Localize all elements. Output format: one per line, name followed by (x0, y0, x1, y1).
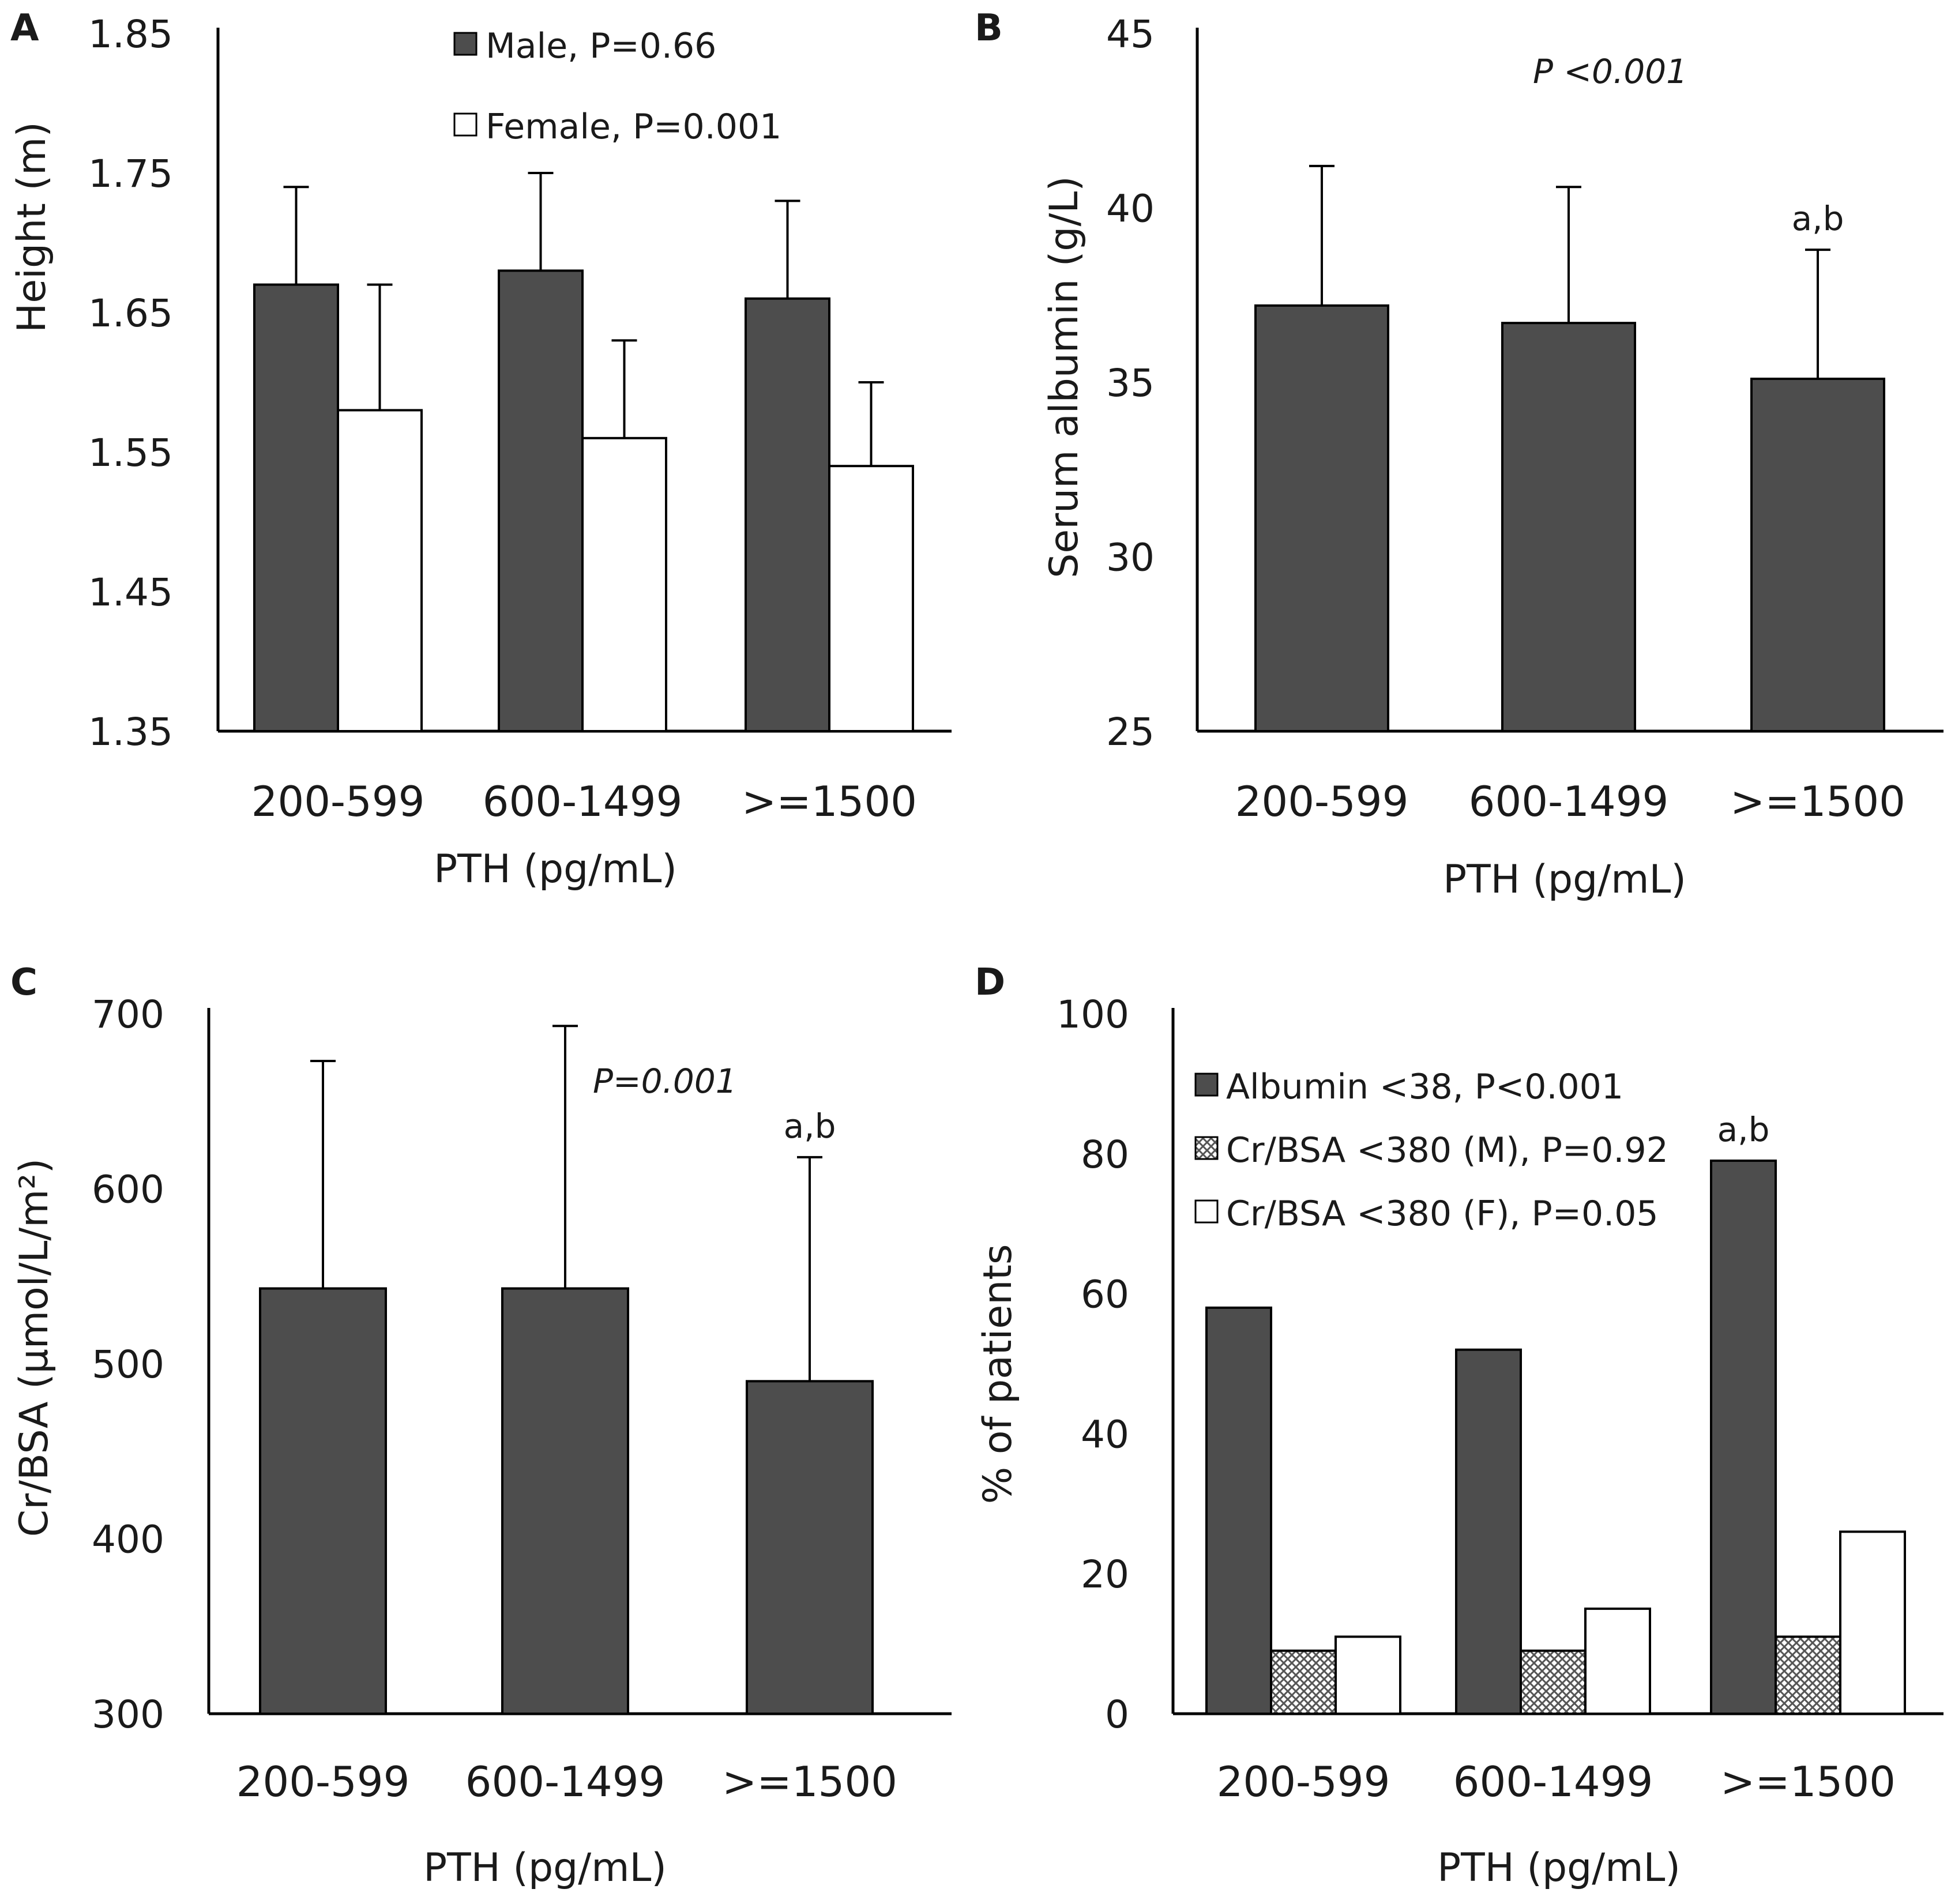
ylabel-d: % of patients (975, 1244, 1021, 1504)
ytick-label-b: 45 (1106, 12, 1155, 57)
category-label-c: >=1500 (722, 1758, 897, 1806)
significance-annotation-c: a,b (784, 1107, 836, 1146)
ytick-label-b: 30 (1106, 536, 1155, 580)
ytick-label-a: 1.65 (88, 291, 173, 336)
legend-a: Male, P=0.66 Female, P=0.001 (453, 26, 781, 147)
ytick-label-b: 40 (1106, 187, 1155, 231)
ytick-label-d: 0 (1105, 1692, 1129, 1737)
bar-a-white (828, 465, 914, 732)
xlabel-a: PTH (pg/mL) (434, 846, 677, 892)
bar-b-dark (1501, 322, 1636, 732)
ytick-label-b: 35 (1106, 361, 1155, 405)
bar-a-dark (253, 283, 339, 733)
ytick-label-d: 80 (1081, 1132, 1129, 1177)
bar-d-white (1335, 1635, 1401, 1715)
ytick-label-a: 1.45 (88, 570, 173, 615)
xlabel-d: PTH (pg/mL) (1437, 1845, 1681, 1891)
ytick-label-d: 100 (1057, 992, 1129, 1037)
category-label-d: 600-1499 (1453, 1758, 1653, 1806)
legend-label-crbsa-f: Cr/BSA <380 (F), P=0.05 (1226, 1194, 1659, 1234)
bar-d-dark (1710, 1159, 1777, 1715)
panel-label-b: B (975, 7, 1003, 50)
legend-swatch-female (453, 112, 478, 137)
ytick-label-c: 700 (92, 992, 164, 1037)
significance-annotation-b: a,b (1792, 199, 1844, 238)
ytick-label-d: 60 (1081, 1273, 1129, 1317)
legend-label-male: Male, P=0.66 (486, 26, 716, 66)
category-label-a: 200-599 (251, 777, 425, 826)
bar-d-white (1839, 1530, 1906, 1715)
category-label-c: 200-599 (236, 1758, 410, 1806)
bar-d-dark (1455, 1348, 1522, 1715)
category-label-c: 600-1499 (465, 1758, 666, 1806)
ylabel-b: Serum albumin (g/L) (1042, 176, 1087, 578)
ylabel-a: Height (m) (9, 122, 55, 333)
ytick-label-b: 25 (1106, 710, 1155, 754)
ylabel-c: Cr/BSA (µmol/L/m²) (12, 1158, 57, 1537)
pvalue-c: P=0.001 (593, 1062, 737, 1101)
panel-b: B Serum albumin (g/L) PTH (pg/mL) P <0.0… (975, 7, 1944, 902)
category-label-d: >=1500 (1720, 1758, 1896, 1806)
panel-d: D % of patients PTH (pg/mL) 100806040200… (975, 961, 1944, 1891)
ytick-label-c: 600 (92, 1168, 164, 1212)
ytick-label-a: 1.85 (88, 12, 173, 57)
legend-swatch-crbsa-f (1194, 1199, 1219, 1224)
ytick-label-d: 20 (1081, 1552, 1129, 1597)
ytick-label-c: 300 (92, 1692, 164, 1737)
bar-a-white (337, 409, 423, 732)
panel-label-d: D (975, 961, 1005, 1004)
legend-swatch-albumin (1194, 1073, 1219, 1097)
legend-swatch-male (453, 32, 478, 56)
panel-label-a: A (10, 7, 39, 50)
legend-d: Albumin <38, P<0.001 Cr/BSA <380 (M), P=… (1194, 1067, 1668, 1234)
legend-label-female: Female, P=0.001 (486, 107, 781, 147)
category-label-b: 200-599 (1235, 777, 1409, 826)
bar-a-white (581, 437, 667, 732)
panel-c: C Cr/BSA (µmol/L/m²) PTH (pg/mL) P=0.001… (10, 961, 952, 1891)
xlabel-c: PTH (pg/mL) (423, 1845, 667, 1891)
bar-d-hatch (1520, 1649, 1587, 1715)
ytick-label-c: 500 (92, 1342, 164, 1387)
bar-a-dark (745, 297, 830, 732)
ytick-label-a: 1.35 (88, 710, 173, 754)
panel-label-c: C (10, 961, 37, 1004)
panel-a: A Height (m) PTH (pg/mL) 1.85 1.75 1.65 1.5… (9, 7, 952, 892)
bar-a-dark (498, 269, 584, 732)
category-label-b: >=1500 (1730, 777, 1905, 826)
category-label-a: >=1500 (742, 777, 917, 826)
xlabel-b: PTH (pg/mL) (1443, 857, 1686, 902)
ytick-label-d: 40 (1081, 1412, 1129, 1457)
bar-d-white (1584, 1607, 1651, 1715)
bar-d-dark (1205, 1306, 1272, 1715)
legend-label-crbsa-m: Cr/BSA <380 (M), P=0.92 (1226, 1130, 1668, 1171)
pvalue-b: P <0.001 (1533, 52, 1687, 91)
bar-c-dark (501, 1287, 629, 1715)
bar-c-dark (259, 1287, 387, 1715)
ytick-label-a: 1.55 (88, 431, 173, 475)
legend-swatch-crbsa-m (1194, 1136, 1219, 1160)
bar-d-hatch (1270, 1649, 1337, 1715)
category-label-a: 600-1499 (483, 777, 683, 826)
significance-annotation-d: a,b (1717, 1110, 1770, 1149)
bar-d-hatch (1775, 1635, 1841, 1715)
ytick-label-c: 400 (92, 1518, 164, 1562)
bar-c-dark (746, 1380, 874, 1715)
category-label-d: 200-599 (1217, 1758, 1390, 1806)
bar-b-dark (1254, 304, 1389, 732)
bar-b-dark (1750, 377, 1885, 732)
ytick-label-a: 1.75 (88, 152, 173, 196)
legend-label-albumin: Albumin <38, P<0.001 (1226, 1067, 1623, 1107)
category-label-b: 600-1499 (1469, 777, 1669, 826)
